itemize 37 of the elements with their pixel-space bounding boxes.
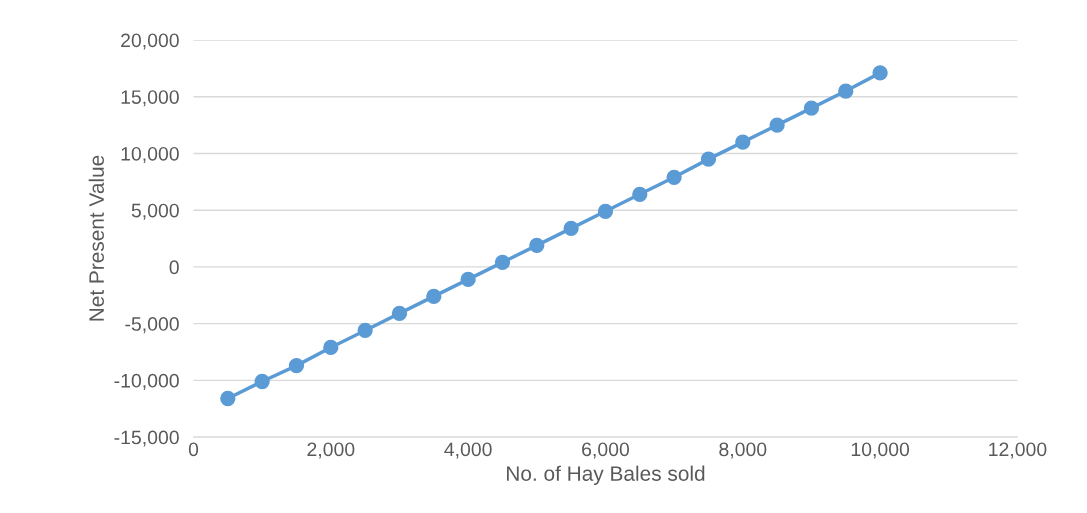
- y-tick-label: 15,000: [121, 90, 179, 107]
- point: [700, 151, 717, 167]
- point: [735, 134, 751, 150]
- y-tick-label: -15,000: [114, 430, 179, 447]
- point: [563, 220, 579, 236]
- point: [357, 322, 373, 339]
- y-axis-title: Net Present Value: [88, 155, 104, 321]
- y-tick-label: 10,000: [121, 146, 179, 163]
- x-tick-label: 2,000: [307, 442, 355, 459]
- point: [666, 169, 682, 185]
- x-tick-label: 8,000: [719, 442, 767, 459]
- y-tick-label: 0: [169, 260, 179, 275]
- x-tick-label: 4,000: [444, 442, 492, 459]
- point: [529, 237, 545, 253]
- point: [323, 339, 339, 356]
- x-tick-label: 10,000: [851, 442, 910, 459]
- y-tick-label: 20,000: [121, 33, 179, 50]
- point: [494, 254, 511, 271]
- point: [426, 288, 442, 305]
- point: [288, 357, 305, 374]
- point: [220, 390, 236, 407]
- x-tick-label: 6,000: [582, 442, 630, 459]
- point: [597, 203, 614, 219]
- point: [460, 271, 476, 288]
- y-tick-label: -10,000: [114, 373, 179, 390]
- y-tick-label: -5,000: [125, 317, 179, 334]
- point: [872, 65, 888, 81]
- point: [391, 305, 408, 322]
- x-tick-label: 12,000: [989, 442, 1047, 459]
- point: [632, 186, 648, 202]
- y-tick-label: 5,000: [131, 203, 179, 220]
- point: [838, 83, 854, 99]
- point: [803, 100, 820, 116]
- point: [769, 117, 785, 133]
- point: [254, 373, 270, 390]
- x-tick-label: 0: [188, 442, 199, 457]
- x-axis-title: No. of Hay Bales sold: [507, 465, 705, 486]
